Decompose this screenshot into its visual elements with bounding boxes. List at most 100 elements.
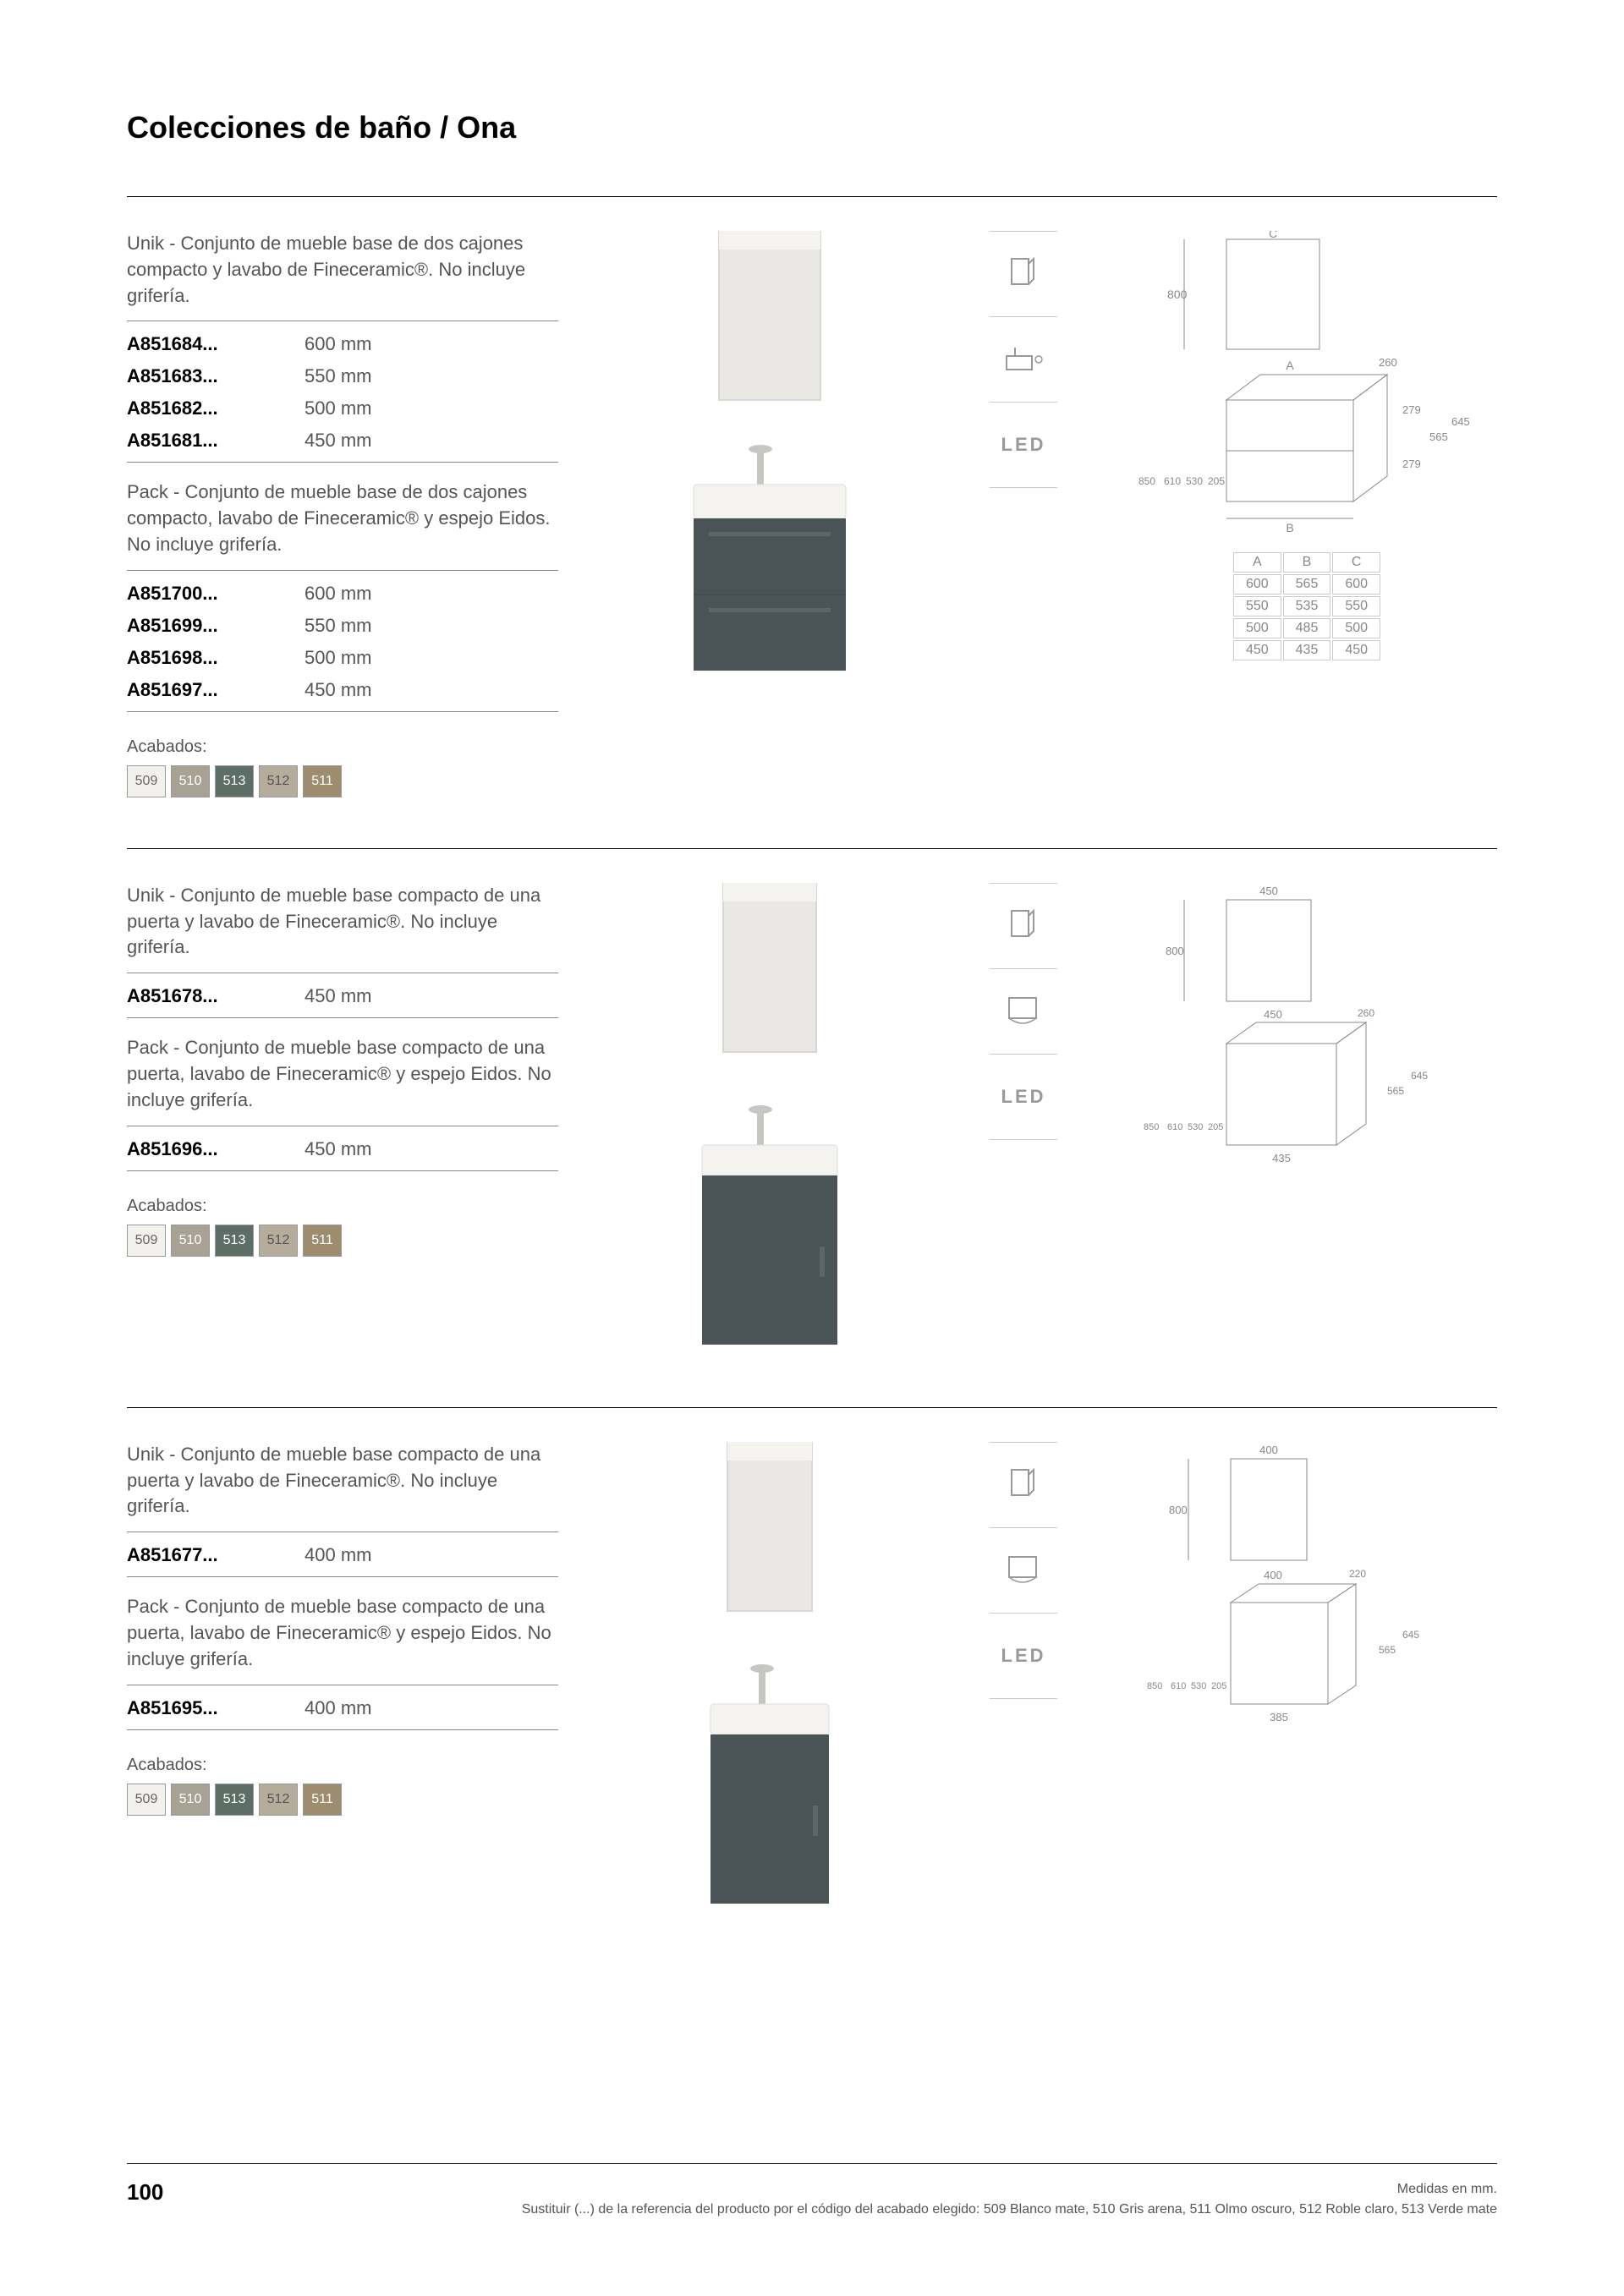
divider [990,1698,1057,1699]
svg-text:385: 385 [1270,1711,1288,1723]
finish-swatch: 509 [127,1784,166,1816]
table-cell: 485 [1283,618,1331,638]
table-row: 550535550 [1233,596,1380,616]
finish-swatch: 510 [171,765,210,797]
divider [990,487,1057,488]
divider [990,1527,1057,1528]
table-cell: 565 [1283,574,1331,595]
product-desc: Pack - Conjunto de mueble base compacto … [127,1035,558,1113]
finish-swatch: 512 [259,1784,298,1816]
spec-value: 600 mm [304,333,371,355]
icons-column: LED [981,883,1066,1140]
spec-ref: A851683... [127,365,271,387]
finish-swatch: 509 [127,1225,166,1257]
page-title: Colecciones de baño / Ona [127,110,1497,145]
spec-ref: A851684... [127,333,271,355]
spec-row: A851699...550 mm [127,610,558,642]
spec-row: A851700... 600 mm [127,578,558,610]
catalog-page: Colecciones de baño / Ona Unik - Conjunt… [0,0,1624,2296]
icons-column: LED [981,1442,1066,1699]
spec-ref: A851700... [127,583,271,605]
image-column [609,1442,930,1915]
svg-text:850: 850 [1144,1122,1159,1132]
icons-column: LED [981,231,1066,488]
divider [127,2163,1497,2164]
divider [990,1613,1057,1614]
page-number: 100 [127,2179,163,2206]
spec-row: A851682...500 mm [127,392,558,425]
spec-ref: A851681... [127,430,271,452]
table-cell: 450 [1233,640,1281,660]
finish-swatch: 509 [127,765,166,797]
svg-text:400: 400 [1264,1569,1282,1581]
text-column: Unik - Conjunto de mueble base de dos ca… [127,231,558,797]
finish-swatch: 513 [215,765,254,797]
finishes-label: Acabados: [127,1197,558,1216]
svg-text:565: 565 [1379,1644,1396,1656]
finishes-label: Acabados: [127,1756,558,1775]
divider [990,1442,1057,1443]
svg-text:450: 450 [1264,1008,1282,1021]
spec-value: 550 mm [304,615,371,637]
spec-value: 500 mm [304,647,371,669]
spec-row: A851695...400 mm [127,1692,558,1724]
svg-text:205: 205 [1211,1681,1226,1691]
divider [990,402,1057,403]
spec-ref: A851678... [127,985,271,1007]
svg-text:800: 800 [1166,945,1184,957]
table-cell: 600 [1233,574,1281,595]
product-illustration-1door-narrow [698,1442,842,1915]
divider [990,1139,1057,1140]
swatch-row: 509510513512511 [127,765,558,797]
led-icon: LED [1000,1636,1047,1676]
product-desc: Unik - Conjunto de mueble base compacto … [127,883,558,961]
divider [127,570,558,571]
product-section-1: Unik - Conjunto de mueble base de dos ca… [127,197,1497,848]
table-row: 600565600 [1233,574,1380,595]
footer-line: Sustituir (...) de la referencia del pro… [522,2200,1497,2220]
divider [127,1729,558,1730]
table-header: C [1332,552,1380,573]
divider [990,231,1057,232]
svg-text:530: 530 [1191,1681,1206,1691]
spec-list: A851695...400 mm [127,1692,558,1724]
spec-list: A851684... 600 mm A851683... 550 mm A851682.… [127,328,558,457]
basin-icon [1000,339,1047,380]
spec-ref: A851677... [127,1544,271,1566]
finishes-label: Acabados: [127,737,558,757]
technical-drawing: C 800 A 260 279 279 565 645 B 205 [1116,231,1472,535]
product-desc: Unik - Conjunto de mueble base de dos ca… [127,231,558,309]
svg-text:530: 530 [1188,1122,1203,1132]
finish-swatch: 513 [215,1225,254,1257]
image-column [609,883,930,1356]
product-desc: Pack - Conjunto de mueble base de dos ca… [127,479,558,557]
divider [990,883,1057,884]
spec-value: 600 mm [304,583,371,605]
door-icon [1000,991,1047,1032]
divider [127,1170,558,1171]
spec-value: 450 mm [304,1138,371,1160]
mirror-icon [1000,906,1047,946]
table-cell: 450 [1332,640,1380,660]
footer-line: Medidas en mm. [522,2179,1497,2200]
divider [127,462,558,463]
divider [127,1017,558,1018]
spec-value: 550 mm [304,365,371,387]
diagram-column: 400 800 400 220 565 645 385 205 530 610 … [1116,1442,1497,1729]
swatch-row: 509510513512511 [127,1225,558,1257]
table-cell: 550 [1233,596,1281,616]
spec-row: A851677...400 mm [127,1539,558,1571]
svg-text:435: 435 [1272,1152,1291,1164]
svg-text:530: 530 [1186,475,1203,487]
svg-text:260: 260 [1358,1007,1374,1019]
text-column: Unik - Conjunto de mueble base compacto … [127,1442,558,1816]
spec-row: A851697...450 mm [127,674,558,706]
spec-row: A851684... 600 mm [127,328,558,360]
spec-ref: A851698... [127,647,271,669]
led-icon: LED [1000,1077,1047,1117]
spec-row: A851696...450 mm [127,1133,558,1165]
finish-swatch: 511 [303,765,342,797]
svg-text:205: 205 [1208,1122,1223,1132]
divider [990,968,1057,969]
door-icon [1000,1550,1047,1591]
